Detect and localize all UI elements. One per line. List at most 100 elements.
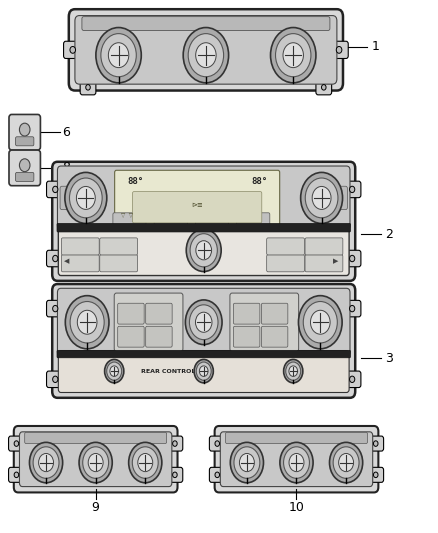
Circle shape [185, 300, 222, 344]
Circle shape [70, 178, 102, 218]
Circle shape [289, 454, 304, 472]
Circle shape [186, 229, 221, 271]
FancyBboxPatch shape [118, 303, 144, 324]
FancyBboxPatch shape [115, 170, 280, 225]
FancyBboxPatch shape [14, 426, 177, 492]
Circle shape [29, 442, 63, 483]
Text: ⊳≡: ⊳≡ [191, 202, 203, 208]
Circle shape [189, 305, 218, 340]
Circle shape [286, 362, 301, 380]
Circle shape [88, 454, 103, 472]
Circle shape [129, 442, 162, 483]
FancyBboxPatch shape [233, 326, 260, 347]
FancyBboxPatch shape [343, 181, 361, 198]
FancyBboxPatch shape [64, 41, 82, 59]
Text: ▶: ▶ [332, 259, 338, 264]
Circle shape [312, 187, 331, 209]
FancyBboxPatch shape [237, 213, 270, 227]
FancyBboxPatch shape [58, 351, 349, 392]
FancyBboxPatch shape [209, 467, 225, 482]
Text: 3: 3 [385, 352, 393, 365]
Text: 9: 9 [92, 501, 99, 514]
FancyBboxPatch shape [114, 293, 183, 351]
FancyBboxPatch shape [118, 326, 144, 347]
FancyBboxPatch shape [368, 467, 384, 482]
FancyBboxPatch shape [343, 251, 361, 266]
FancyBboxPatch shape [195, 213, 229, 227]
Circle shape [298, 296, 342, 349]
Circle shape [350, 376, 355, 383]
Text: 88°: 88° [252, 176, 268, 185]
Circle shape [199, 366, 208, 376]
FancyBboxPatch shape [9, 115, 40, 150]
Circle shape [303, 302, 337, 343]
FancyBboxPatch shape [61, 255, 99, 272]
Text: ▽  ▽: ▽ ▽ [121, 213, 133, 219]
FancyBboxPatch shape [75, 15, 337, 84]
FancyBboxPatch shape [25, 432, 166, 443]
Circle shape [183, 28, 229, 83]
FancyBboxPatch shape [57, 288, 350, 356]
Circle shape [53, 376, 58, 383]
FancyBboxPatch shape [305, 255, 343, 272]
Circle shape [105, 359, 124, 383]
FancyBboxPatch shape [220, 432, 373, 487]
FancyBboxPatch shape [60, 186, 76, 209]
Circle shape [70, 46, 75, 53]
Circle shape [350, 305, 355, 312]
FancyBboxPatch shape [58, 225, 349, 276]
FancyBboxPatch shape [332, 186, 347, 209]
Circle shape [188, 34, 224, 77]
FancyBboxPatch shape [15, 172, 34, 181]
FancyBboxPatch shape [146, 303, 172, 324]
FancyBboxPatch shape [230, 293, 299, 351]
FancyBboxPatch shape [154, 213, 187, 227]
FancyBboxPatch shape [80, 80, 96, 95]
FancyBboxPatch shape [146, 326, 172, 347]
Circle shape [333, 447, 359, 478]
FancyBboxPatch shape [9, 467, 24, 482]
FancyBboxPatch shape [61, 238, 99, 255]
Circle shape [194, 359, 213, 383]
Circle shape [230, 442, 264, 483]
FancyBboxPatch shape [209, 436, 225, 451]
FancyBboxPatch shape [46, 371, 64, 387]
Circle shape [374, 472, 378, 478]
Circle shape [196, 362, 211, 380]
Circle shape [132, 447, 158, 478]
FancyBboxPatch shape [69, 9, 343, 91]
FancyBboxPatch shape [57, 166, 350, 230]
FancyBboxPatch shape [267, 255, 304, 272]
Circle shape [329, 442, 363, 483]
Circle shape [39, 454, 53, 472]
Circle shape [339, 454, 353, 472]
FancyBboxPatch shape [82, 17, 330, 30]
Circle shape [374, 441, 378, 446]
Circle shape [321, 85, 326, 90]
Circle shape [284, 359, 303, 383]
FancyBboxPatch shape [305, 238, 343, 255]
Circle shape [173, 472, 177, 478]
Circle shape [19, 159, 30, 172]
Circle shape [283, 43, 304, 68]
FancyBboxPatch shape [261, 303, 288, 324]
Circle shape [196, 43, 216, 68]
FancyBboxPatch shape [133, 192, 262, 223]
Circle shape [280, 442, 313, 483]
FancyBboxPatch shape [52, 162, 355, 281]
FancyBboxPatch shape [57, 350, 350, 358]
Circle shape [86, 85, 90, 90]
Circle shape [14, 472, 19, 478]
FancyBboxPatch shape [46, 251, 64, 266]
Circle shape [300, 172, 343, 223]
Circle shape [101, 34, 136, 77]
Text: 10: 10 [289, 501, 304, 514]
FancyBboxPatch shape [233, 303, 260, 324]
Circle shape [53, 186, 58, 192]
Circle shape [240, 454, 254, 472]
FancyBboxPatch shape [343, 371, 361, 387]
Circle shape [65, 296, 109, 349]
FancyBboxPatch shape [9, 150, 40, 185]
Circle shape [138, 454, 153, 472]
FancyBboxPatch shape [167, 436, 183, 451]
